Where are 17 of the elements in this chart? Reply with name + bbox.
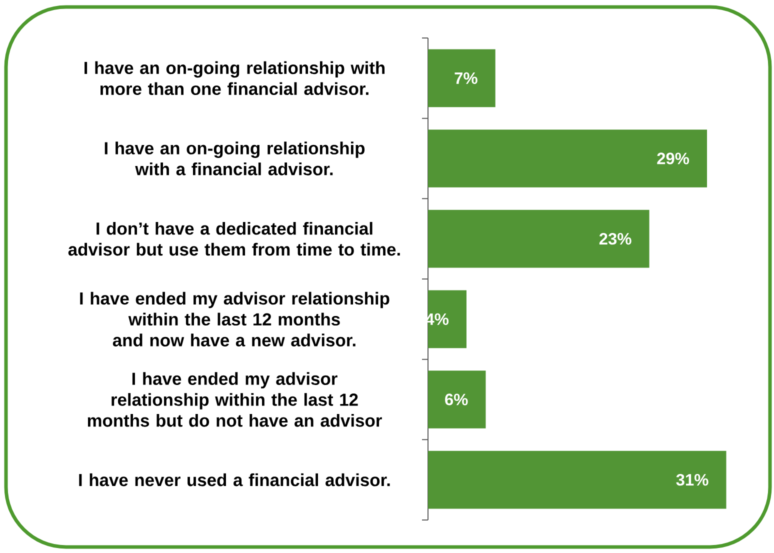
data-label: 29% [657,152,690,164]
data-label: 23% [599,232,632,245]
bar [428,130,708,188]
bar [428,290,466,348]
bar [428,450,726,509]
y-tick-label: I have ended my advisor relationship within the last 12 months but do not have an advisor [88,372,382,427]
y-tick-label: I have an on-going relationship with a financial advisor. [104,142,365,176]
data-label: 31% [676,474,708,486]
y-tick-label: I have an on-going relationship with more than one financial advisor. [84,61,385,96]
bar [428,49,496,108]
data-label: 7% [454,72,478,84]
bar [428,210,650,268]
bar [428,370,486,428]
y-tick-label: I have ended my advisor relationship within the last 12 months and now have a new advisor. [80,292,390,346]
y-tick-label: I have never used a financial advisor. [79,473,390,486]
data-label: 6% [445,394,468,406]
y-tick-label: I don’t have a dedicated financial advisor but use them from time to time. [68,222,400,256]
